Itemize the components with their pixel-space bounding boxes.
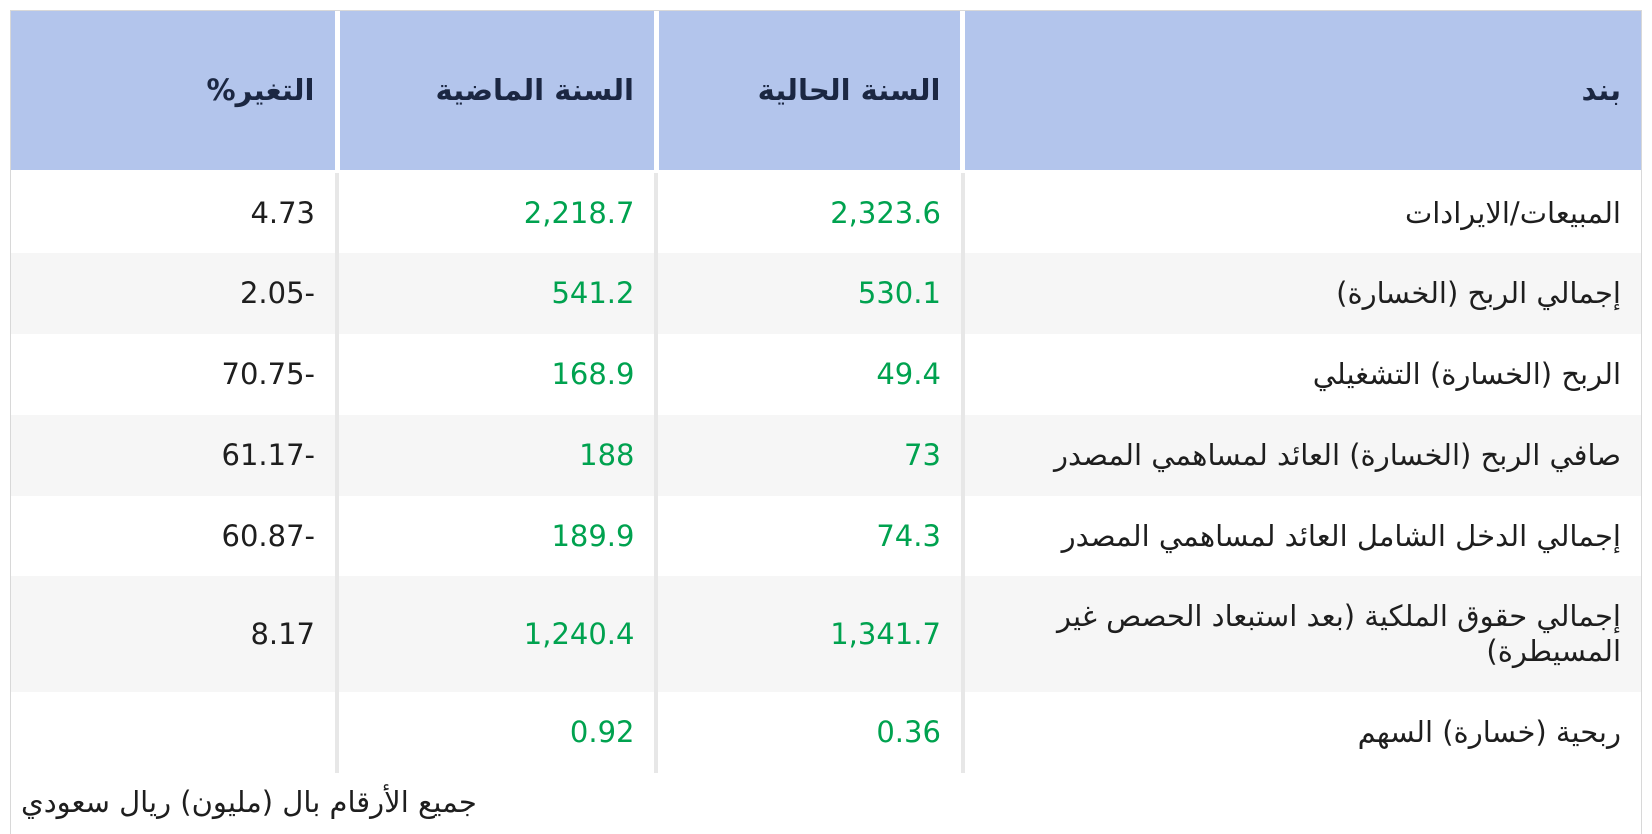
table-row: إجمالي حقوق الملكية (بعد استبعاد الحصص غ… [11,576,1641,693]
table-row: صافي الربح (الخسارة) العائد لمساهمي المص… [11,414,1641,496]
financials-table: بند السنة الحالية السنة الماضية التغير% … [11,11,1641,773]
previous-year-cell: 541.2 [337,253,659,335]
previous-year-cell: 189.9 [337,495,659,577]
current-year-cell: 2,323.6 [656,171,965,254]
item-cell: إجمالي حقوق الملكية (بعد استبعاد الحصص غ… [1057,599,1621,669]
previous-year-cell: 188 [337,414,659,496]
change-percent-cell: -60.87 [11,495,340,577]
current-year-cell: 530.1 [656,253,965,335]
current-year-cell: 49.4 [656,334,965,415]
item-cell: إجمالي الدخل الشامل العائد لمساهمي المصد… [1061,518,1621,553]
current-year-cell: 73 [656,414,965,496]
column-header-change-percent: التغير% [11,11,340,173]
previous-year-cell: 2,218.7 [337,171,659,254]
column-header-current-year: السنة الحالية [656,11,966,173]
change-percent-cell: -70.75 [11,334,340,415]
item-cell: صافي الربح (الخسارة) العائد لمساهمي المص… [1053,437,1621,472]
change-percent-cell [11,692,340,773]
financial-summary-table: بند السنة الحالية السنة الماضية التغير% … [10,10,1642,834]
table-row: إجمالي الربح (الخسارة) 530.1 541.2 -2.05 [11,253,1641,335]
column-header-previous-year: السنة الماضية [337,11,659,173]
current-year-cell: 1,341.7 [656,576,965,693]
current-year-cell: 74.3 [656,495,965,577]
table-row: الربح (الخسارة) التشغيلي 49.4 168.9 -70.75 [11,334,1641,415]
table-footnote: جميع الأرقام بال (مليون) ريال سعودي [11,772,1641,834]
table-row: المبيعات/الايرادات 2,323.6 2,218.7 4.73 [11,171,1641,254]
change-percent-cell: -2.05 [11,253,340,335]
previous-year-cell: 0.92 [337,692,659,773]
table-row: إجمالي الدخل الشامل العائد لمساهمي المصد… [11,495,1641,577]
current-year-cell: 0.36 [656,692,965,773]
column-header-item: بند [962,11,1641,173]
table-body: المبيعات/الايرادات 2,323.6 2,218.7 4.73 إجما… [11,171,1641,773]
previous-year-cell: 168.9 [337,334,659,415]
change-percent-cell: 8.17 [11,576,340,693]
item-cell: ربحية (خسارة) السهم [1357,715,1621,750]
previous-year-cell: 1,240.4 [337,576,659,693]
table-row: ربحية (خسارة) السهم 0.36 0.92 [11,692,1641,773]
item-cell: إجمالي الربح (الخسارة) [1336,276,1621,311]
change-percent-cell: 4.73 [11,171,340,254]
item-cell: الربح (الخسارة) التشغيلي [1312,357,1621,392]
change-percent-cell: -61.17 [11,414,340,496]
table-header: بند السنة الحالية السنة الماضية التغير% [11,11,1641,173]
item-cell: المبيعات/الايرادات [1404,195,1621,230]
header-row: بند السنة الحالية السنة الماضية التغير% [11,11,1641,173]
